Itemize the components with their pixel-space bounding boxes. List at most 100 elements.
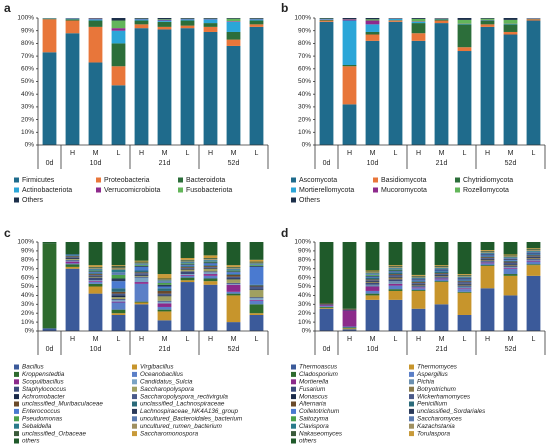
bar-segment [342, 329, 357, 331]
bar-segment [65, 260, 80, 262]
bar-segment [457, 18, 472, 20]
x-tick-label: L [394, 150, 398, 157]
bar-segment [65, 19, 80, 21]
x-tick-label: M [93, 150, 99, 157]
bar-segment [365, 281, 380, 283]
bar-segment [503, 31, 518, 35]
bar-segment [134, 301, 149, 303]
legend-label: Alternaria [298, 401, 326, 408]
bar-segment [249, 314, 264, 331]
bar-segment [503, 255, 518, 257]
legend-label: Aspergillus [416, 371, 449, 378]
group-label: 10d [90, 346, 102, 353]
bar-segment [88, 20, 103, 27]
legend-label: others [22, 438, 40, 445]
y-tick-label: 20% [21, 116, 34, 123]
bar-segment [434, 275, 449, 277]
bar-segment [157, 288, 172, 291]
bar-segment [388, 270, 403, 272]
legend-swatch [291, 416, 296, 422]
bar-segment [226, 39, 241, 46]
bar-segment [388, 289, 403, 291]
bar-segment [457, 51, 472, 145]
legend-swatch [409, 371, 414, 377]
bar-segment [411, 288, 426, 291]
bar-segment [434, 277, 449, 279]
bar-segment [203, 19, 218, 24]
bar-segment [111, 288, 126, 292]
legend-label: Verrucomicrobiota [104, 187, 161, 194]
bar-segment [111, 302, 126, 310]
bar-segment [480, 260, 495, 262]
bar-segment [249, 299, 264, 301]
bar-segment [134, 242, 149, 261]
bar-segment [457, 291, 472, 293]
bar-segment [111, 242, 126, 266]
bar-segment [503, 260, 518, 262]
bar-segment [388, 290, 403, 300]
bar-segment [249, 285, 264, 287]
bar-segment [249, 286, 264, 290]
x-tick-label: L [117, 336, 121, 343]
bar-segment [134, 304, 149, 331]
bar-segment [111, 313, 126, 315]
bar-segment [434, 268, 449, 270]
y-tick-label: 80% [298, 257, 311, 264]
bar-segment [503, 19, 518, 24]
bar-segment [65, 33, 80, 145]
bar-segment [342, 310, 357, 327]
bar-segment [342, 242, 357, 309]
bar-segment [157, 242, 172, 275]
bar-segment [526, 258, 541, 260]
bar-segment [65, 266, 80, 269]
bar-segment [157, 281, 172, 283]
x-tick-label: L [463, 150, 467, 157]
bar-segment [180, 18, 195, 19]
bar-segment [411, 287, 426, 289]
bar-segment [134, 283, 149, 302]
bar-segment [88, 18, 103, 20]
bar-segment [111, 85, 126, 145]
legend-swatch [132, 371, 137, 377]
bar-segment [180, 262, 195, 264]
legend-label: Pseudomonas [22, 415, 63, 422]
bar-segment [480, 250, 495, 251]
legend-swatch [455, 177, 460, 183]
bar-segment [388, 269, 403, 271]
bar-segment [249, 26, 264, 145]
bar-segment [319, 305, 334, 307]
bar-segment [226, 266, 241, 268]
bar-segment [411, 290, 426, 309]
legend-label: Ascomycota [299, 177, 337, 184]
bar-segment [342, 328, 357, 330]
bar-segment [457, 278, 472, 280]
legend-label: Oceanobacillus [140, 371, 184, 378]
bar-segment [157, 26, 172, 30]
bar-segment [157, 21, 172, 27]
x-tick-label: H [347, 150, 352, 157]
bar-segment [157, 306, 172, 310]
bar-segment [526, 254, 541, 256]
bar-segment [134, 18, 149, 19]
legend-swatch [132, 423, 137, 429]
bar-segment [457, 286, 472, 289]
legend-label: Saccharomonospora [140, 430, 199, 437]
bar-segment [111, 66, 126, 86]
bar-segment [134, 261, 149, 263]
legend-swatch [96, 177, 101, 183]
x-tick-label: H [485, 336, 490, 343]
bar-segment [480, 261, 495, 263]
x-tick-label: L [255, 336, 259, 343]
bar-segment [65, 242, 80, 255]
x-tick-label: M [370, 150, 376, 157]
bar-segment [365, 284, 380, 287]
y-tick-label: 80% [21, 257, 34, 264]
y-tick-label: 10% [21, 129, 34, 136]
bar-segment [88, 282, 103, 284]
bar-segment [88, 270, 103, 272]
legend-swatch [291, 197, 296, 203]
bar-segment [111, 314, 126, 331]
bar-segment [365, 277, 380, 280]
bar-segment [480, 20, 495, 25]
bar-segment [249, 266, 264, 267]
